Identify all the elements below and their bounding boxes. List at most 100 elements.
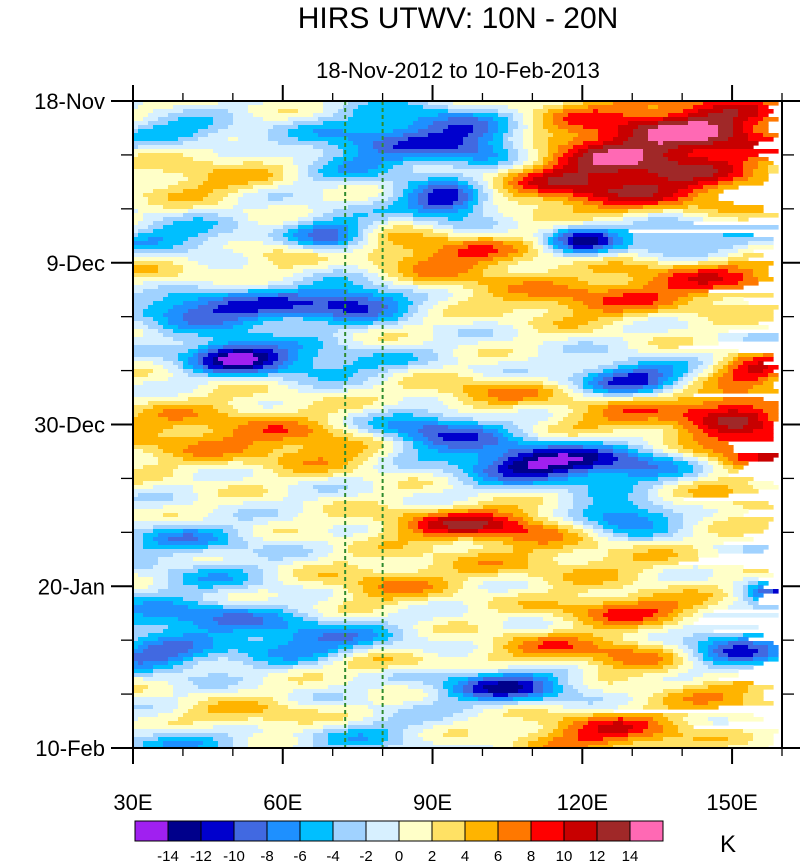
contour-cell xyxy=(133,317,154,322)
contour-cell xyxy=(698,549,719,554)
contour-cell xyxy=(623,313,649,318)
contour-cell xyxy=(253,185,279,190)
colorbar-swatch xyxy=(464,820,499,842)
contour-cell xyxy=(258,685,329,690)
contour-cell xyxy=(243,193,269,198)
contour-cell xyxy=(658,141,664,146)
contour-cell xyxy=(268,425,284,430)
contour-cell xyxy=(398,141,464,146)
contour-cell xyxy=(343,365,379,370)
contour-cell xyxy=(603,697,634,702)
contour-cell xyxy=(768,649,779,654)
contour-cell xyxy=(563,249,574,254)
contour-cell xyxy=(628,677,664,682)
contour-cell xyxy=(448,477,459,482)
contour-cell xyxy=(578,729,599,734)
contour-cell xyxy=(528,321,554,326)
contour-cell xyxy=(483,133,494,138)
contour-cell xyxy=(368,649,424,654)
contour-cell xyxy=(768,377,779,382)
contour-cell xyxy=(568,141,584,146)
contour-cell xyxy=(133,601,144,606)
contour-cell xyxy=(673,389,684,394)
contour-cell xyxy=(323,101,349,106)
contour-cell xyxy=(188,693,289,698)
contour-cell xyxy=(263,677,289,682)
contour-cell xyxy=(563,689,579,694)
contour-cell xyxy=(368,537,399,542)
contour-cell xyxy=(568,461,594,466)
contour-cell xyxy=(688,645,699,650)
contour-cell xyxy=(473,129,489,134)
contour-cell xyxy=(353,469,379,474)
contour-cell xyxy=(258,565,279,570)
contour-cell xyxy=(328,553,354,558)
contour-cell xyxy=(513,325,534,330)
contour-cell xyxy=(613,665,664,670)
contour-cell xyxy=(583,669,599,674)
contour-cell xyxy=(433,549,469,554)
contour-cell xyxy=(138,209,189,214)
contour-cell xyxy=(483,173,499,178)
contour-cell xyxy=(658,305,679,310)
contour-cell xyxy=(523,517,534,522)
contour-cell xyxy=(718,265,739,270)
contour-cell xyxy=(393,413,414,418)
contour-cell xyxy=(473,321,499,326)
contour-cell xyxy=(468,733,529,738)
contour-cell xyxy=(503,133,514,138)
contour-cell xyxy=(133,681,169,686)
contour-cell xyxy=(563,705,619,710)
contour-cell xyxy=(728,369,734,374)
contour-cell xyxy=(528,733,549,738)
contour-cell xyxy=(553,673,569,678)
contour-cell xyxy=(183,713,349,718)
contour-cell xyxy=(208,373,269,378)
contour-cell xyxy=(438,653,469,658)
contour-cell xyxy=(558,505,574,510)
contour-cell xyxy=(433,253,459,258)
contour-cell xyxy=(723,597,739,602)
contour-cell xyxy=(718,533,744,538)
contour-cell xyxy=(583,725,599,730)
contour-cell xyxy=(703,361,714,366)
contour-cell xyxy=(313,741,329,746)
contour-cell xyxy=(533,549,574,554)
contour-cell xyxy=(743,593,749,598)
contour-cell xyxy=(428,593,454,598)
colorbar-swatch xyxy=(365,820,400,842)
contour-cell xyxy=(328,257,369,262)
contour-cell xyxy=(288,693,314,698)
contour-cell xyxy=(598,133,619,138)
contour-cell xyxy=(328,685,384,690)
contour-cell xyxy=(163,505,219,510)
contour-cell xyxy=(338,409,364,414)
contour-cell xyxy=(558,385,569,390)
contour-cell xyxy=(578,593,629,598)
contour-cell xyxy=(263,101,324,106)
contour-cell xyxy=(168,121,214,126)
contour-cell xyxy=(523,121,534,126)
contour-cell xyxy=(378,225,394,230)
contour-cell xyxy=(728,517,774,522)
contour-cell xyxy=(438,421,479,426)
contour-cell xyxy=(263,537,369,542)
contour-cell xyxy=(278,701,299,706)
contour-cell xyxy=(573,621,584,626)
contour-cell xyxy=(743,121,759,126)
contour-cell xyxy=(168,293,229,298)
contour-cell xyxy=(573,297,604,302)
contour-cell xyxy=(513,217,534,222)
contour-cell xyxy=(628,281,649,286)
contour-cell xyxy=(278,569,294,574)
contour-cell xyxy=(288,621,319,626)
contour-cell xyxy=(348,225,359,230)
contour-cell xyxy=(133,293,169,298)
contour-cell xyxy=(383,521,399,526)
contour-cell xyxy=(743,577,759,582)
contour-cell xyxy=(253,529,274,534)
contour-cell xyxy=(173,453,194,458)
contour-cell xyxy=(648,461,674,466)
contour-cell xyxy=(673,493,694,498)
contour-cell xyxy=(543,113,554,118)
